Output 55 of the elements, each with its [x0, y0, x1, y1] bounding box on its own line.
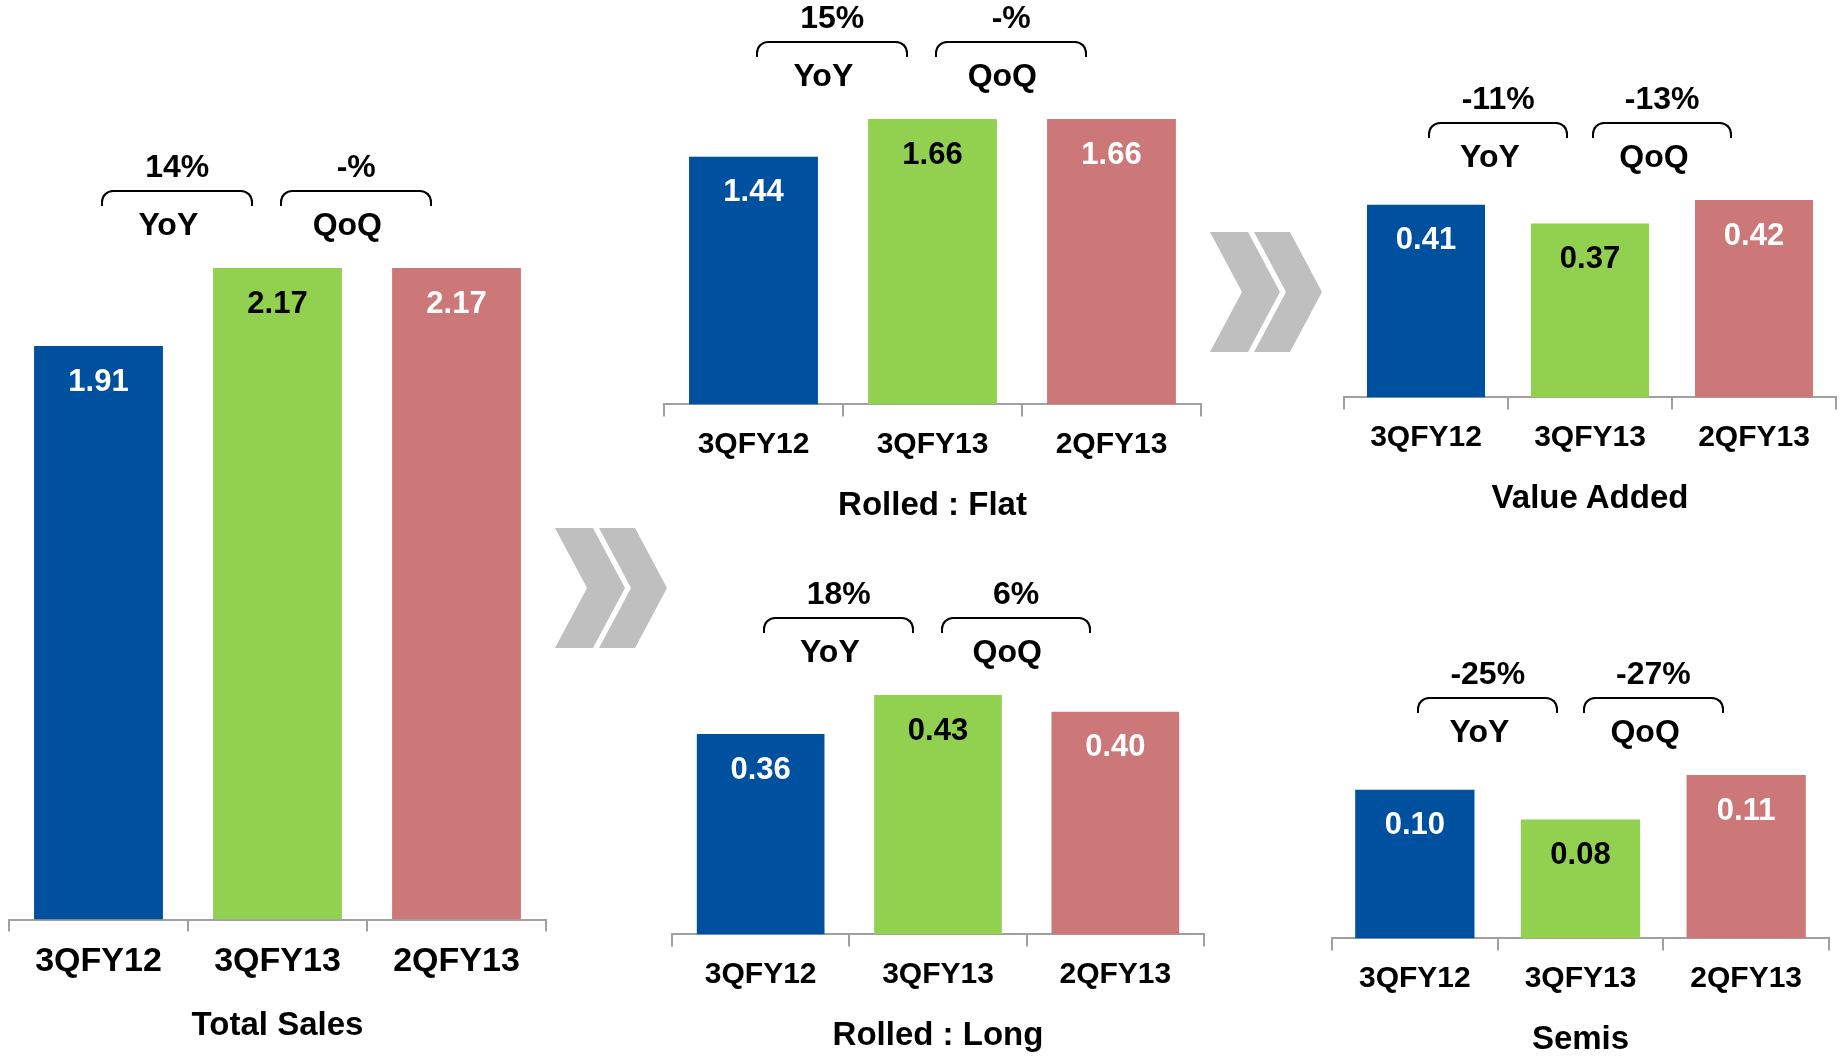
- x-tick-label: 2QFY13: [1059, 955, 1172, 989]
- text: QoQ: [1619, 137, 1689, 174]
- text: 14%: [145, 147, 210, 184]
- data-label: 0.08: [1550, 836, 1611, 872]
- data-label: 0.43: [907, 711, 969, 747]
- data-label: 2.17: [247, 284, 308, 320]
- data-label: 0.11: [1716, 791, 1776, 827]
- x-tick-label: 2QFY13: [1690, 959, 1803, 993]
- text: QoQ: [312, 205, 382, 242]
- text: -13%: [1624, 79, 1700, 116]
- text: YoY: [793, 56, 854, 93]
- text: YoY: [1460, 137, 1520, 174]
- text: Total Sales: [191, 1005, 364, 1043]
- x-tick-label: 2QFY13: [1698, 418, 1810, 452]
- text: Rolled : Long: [832, 1015, 1044, 1053]
- text: QoQ: [1610, 712, 1680, 749]
- x-tick-label: 3QFY13: [876, 425, 989, 459]
- text: YoY: [799, 632, 860, 669]
- x-tick-label: 2QFY13: [393, 940, 520, 979]
- x-tick-label: 3QFY12: [35, 940, 162, 979]
- x-tick-label: 3QFY13: [882, 955, 994, 989]
- data-label: 1.44: [723, 173, 785, 209]
- data-label: 1.91: [68, 362, 129, 398]
- x-tick-label: 3QFY13: [1534, 418, 1646, 452]
- data-label: 0.40: [1085, 728, 1146, 764]
- x-tick-label: 3QFY12: [1370, 418, 1482, 452]
- x-tick-label: 3QFY12: [697, 425, 810, 459]
- x-tick-label: 3QFY12: [704, 955, 817, 989]
- text: 6%: [992, 574, 1040, 611]
- text: YoY: [138, 205, 199, 242]
- data-label: 1.66: [1081, 135, 1142, 171]
- data-label: 2.17: [426, 284, 487, 320]
- data-label: 0.41: [1395, 221, 1457, 257]
- text: -%: [336, 147, 376, 184]
- text: 15%: [800, 0, 865, 35]
- text: -11%: [1461, 79, 1535, 116]
- data-label: 1.66: [902, 135, 963, 171]
- x-tick-label: 3QFY13: [1524, 959, 1637, 993]
- text: QoQ: [972, 632, 1042, 669]
- x-tick-label: 3QFY13: [214, 940, 341, 979]
- data-label: 0.36: [730, 750, 791, 786]
- text: -25%: [1450, 654, 1526, 691]
- x-tick-label: 3QFY12: [1358, 959, 1471, 993]
- data-label: 0.10: [1384, 806, 1446, 842]
- text: -27%: [1616, 654, 1691, 691]
- text: Semis: [1531, 1019, 1630, 1057]
- text: Value Added: [1491, 478, 1689, 516]
- data-label: 0.42: [1723, 216, 1785, 252]
- text: QoQ: [967, 56, 1037, 93]
- text: YoY: [1449, 712, 1510, 749]
- text: 18%: [806, 574, 871, 611]
- x-tick-label: 2QFY13: [1055, 425, 1168, 459]
- text: -%: [991, 0, 1031, 35]
- data-label: 0.37: [1559, 240, 1621, 276]
- text: Rolled : Flat: [838, 485, 1027, 523]
